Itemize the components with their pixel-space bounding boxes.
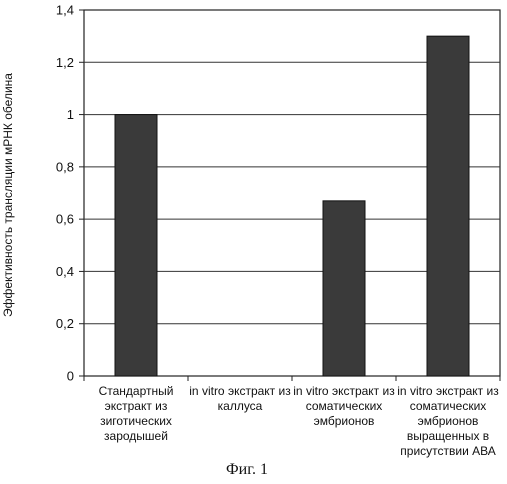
bar <box>114 114 158 377</box>
y-tick-label: 0,4 <box>56 264 74 279</box>
y-axis-label: Эффективность трансляции мРНК обелина <box>1 73 15 317</box>
y-tick-label: 1 <box>67 107 74 122</box>
y-tick-label: 0 <box>67 369 74 384</box>
y-tick-label: 1,4 <box>56 3 74 18</box>
y-tick-label: 0,8 <box>56 159 74 174</box>
bar <box>426 35 470 377</box>
bar <box>322 200 366 377</box>
x-category-label: Стандартный экстракт из зиготических зароды… <box>99 384 174 443</box>
figure-caption: Фиг. 1 <box>226 461 268 478</box>
y-axis-ticks: 0 0,2 0,4 0,6 0,8 1 1,2 1,4 <box>56 3 84 384</box>
y-tick-label: 1,2 <box>56 55 74 70</box>
x-category-label: in vitro экстракт из соматических эмбрионо… <box>397 384 499 458</box>
bars <box>114 35 470 377</box>
x-category-label: in vitro экстракт из соматических эмбрионо… <box>293 384 395 428</box>
y-tick-label: 0,6 <box>56 212 74 227</box>
y-tick-label: 0,2 <box>56 316 74 331</box>
x-category-label: in vitro экстракт из каллуса <box>189 384 291 413</box>
x-axis-categories: Стандартный экстракт из зиготических зароды… <box>83 376 501 458</box>
